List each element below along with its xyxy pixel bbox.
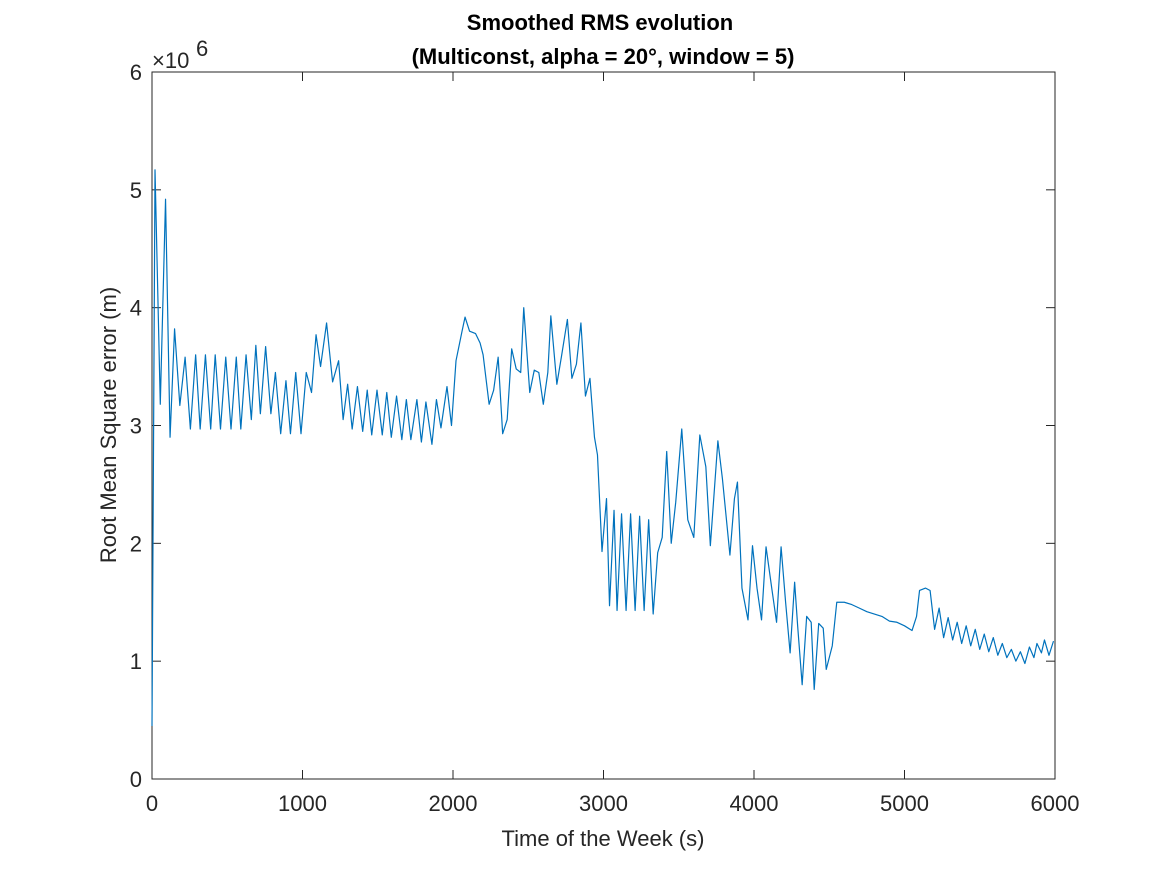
y-tick-label: 3 [130,414,142,439]
y-tick-label: 2 [130,531,142,556]
x-tick-label: 4000 [730,791,779,816]
x-tick-label: 2000 [429,791,478,816]
y-tick-label: 6 [130,60,142,85]
chart-title: Smoothed RMS evolution [467,10,733,35]
x-tick-label: 0 [146,791,158,816]
y-multiplier: ×10 [152,48,189,73]
x-tick-label: 1000 [278,791,327,816]
chart-subtitle: (Multiconst, alpha = 20°, window = 5) [412,44,795,69]
y-tick-label: 5 [130,178,142,203]
y-tick-label: 0 [130,767,142,792]
y-axis-label: Root Mean Square error (m) [96,287,121,563]
x-axis-label: Time of the Week (s) [502,826,705,851]
y-multiplier-exponent: 6 [196,36,208,61]
data-line [151,169,1055,726]
x-tick-label: 5000 [880,791,929,816]
x-tick-label: 6000 [1031,791,1080,816]
y-tick-label: 1 [130,649,142,674]
x-tick-label: 3000 [579,791,628,816]
y-tick-label: 4 [130,296,142,321]
